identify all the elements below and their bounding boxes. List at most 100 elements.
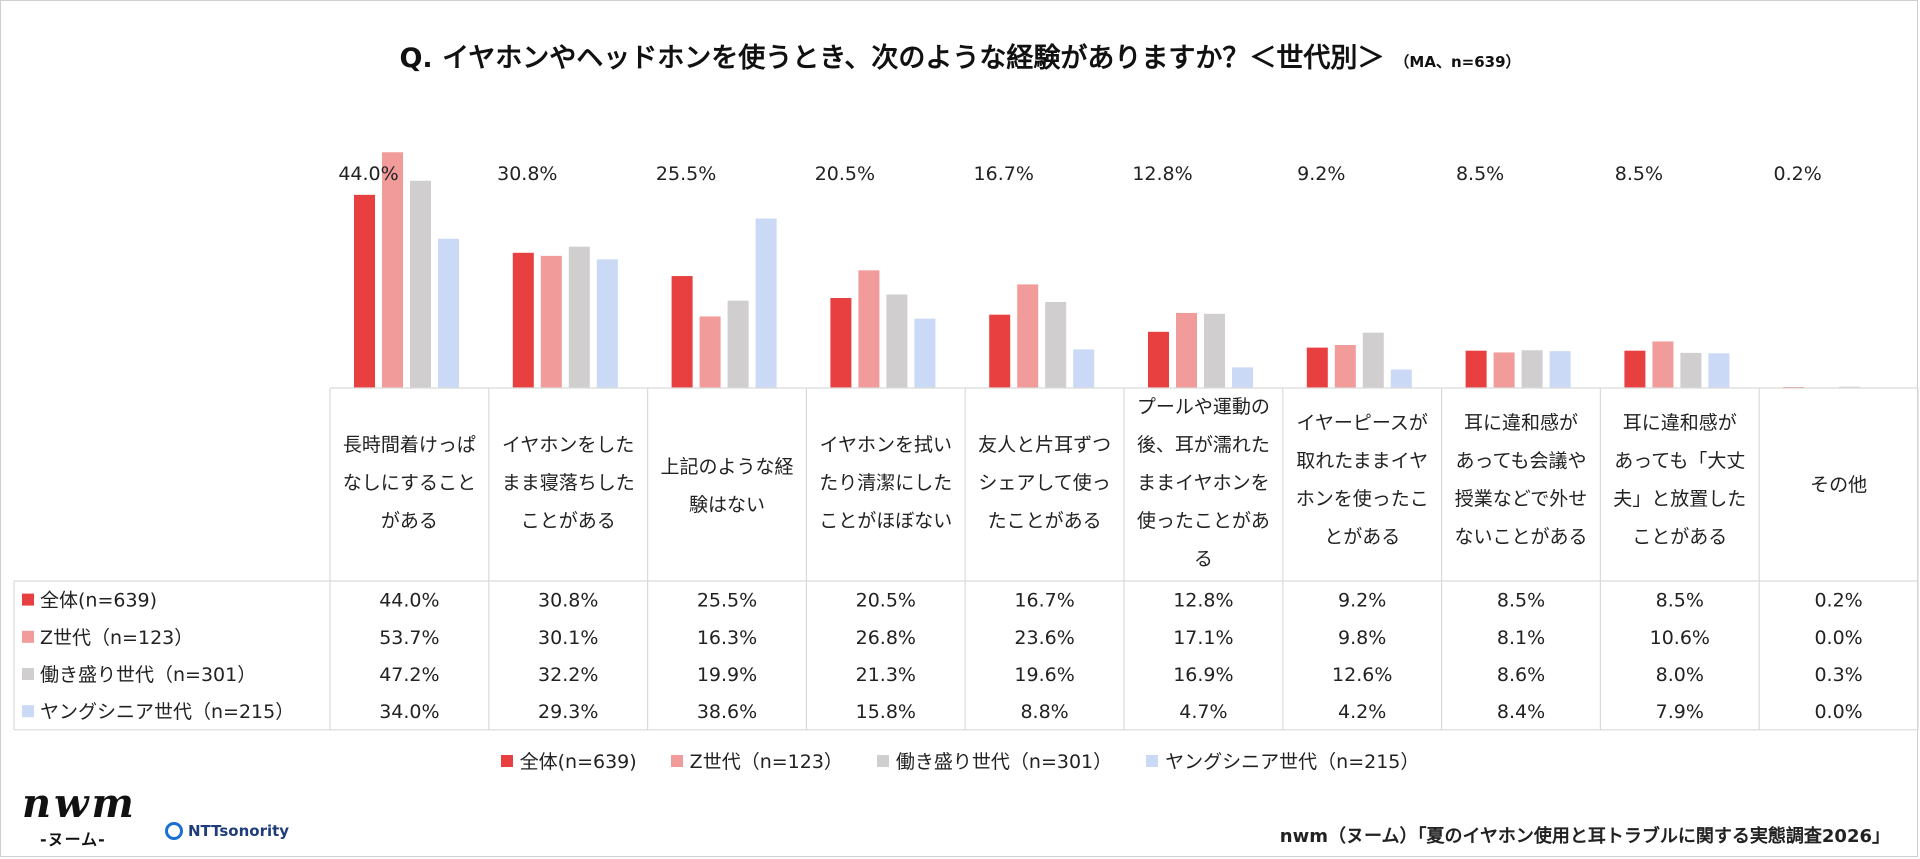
category-label-5-line-2: シェアして使っ <box>978 472 1110 494</box>
bar-2-9 <box>1652 341 1674 388</box>
table-cell-2-10: 0.0% <box>1814 627 1862 649</box>
data-label-3: 25.5% <box>656 163 716 185</box>
table-cell-2-8: 8.1% <box>1497 627 1545 649</box>
category-label-6-line-2: 後、耳が濡れた <box>1137 434 1270 456</box>
bar-4-8 <box>1549 351 1571 388</box>
table-cell-2-2: 30.1% <box>538 627 598 649</box>
bar-3-3 <box>727 300 749 388</box>
table-cell-1-9: 8.5% <box>1656 590 1704 612</box>
table-cell-3-7: 12.6% <box>1332 664 1392 686</box>
table-row-label-4: ヤングシニア世代（n=215） <box>40 701 294 723</box>
table-cell-2-7: 9.8% <box>1338 627 1386 649</box>
category-label-6-line-1: プールや運動の <box>1137 396 1270 418</box>
table-cell-3-3: 19.9% <box>697 664 757 686</box>
bar-4-6 <box>1232 367 1253 388</box>
legend-label-3: 働き盛り世代（n=301） <box>895 751 1113 773</box>
bar-2-6 <box>1176 312 1197 388</box>
category-label-3-line-1: 上記のような経 <box>660 456 793 478</box>
table-cell-1-6: 12.8% <box>1173 590 1233 612</box>
bar-1-1 <box>354 194 375 388</box>
category-label-8-line-1: 耳に違和感が <box>1464 412 1578 434</box>
bar-chart: 44.0% 30.8% 25.5% 20.5% 16.7% 12.8% 9.2% 8.5% 8.… <box>13 152 1919 731</box>
category-label-9-line-3: 夫」と放置した <box>1613 488 1746 510</box>
category-label-8-line-3: 授業などで外せ <box>1455 488 1588 510</box>
category-label-7-line-2: 取れたままイヤ <box>1296 450 1428 472</box>
category-label-4-line-2: たり清潔にした <box>819 472 952 494</box>
bar-1-9 <box>1624 350 1646 388</box>
data-label-4: 20.5% <box>815 163 875 185</box>
table-legend-swatch-3 <box>22 668 34 680</box>
category-label-1-line-3: がある <box>381 510 438 532</box>
bar-1-4 <box>830 298 852 388</box>
table-cell-1-8: 8.5% <box>1497 590 1545 612</box>
table-cell-1-5: 16.7% <box>1014 590 1074 612</box>
category-label-6-line-3: ままイヤホンを <box>1137 472 1269 494</box>
category-label-10-line-1: その他 <box>1810 474 1867 496</box>
table-cell-3-5: 19.6% <box>1014 664 1074 686</box>
table-cell-3-4: 21.3% <box>856 664 916 686</box>
table-row-label-3: 働き盛り世代（n=301） <box>40 664 256 686</box>
chart-title: Q. イヤホンやヘッドホンを使うとき、次のような経験がありますか？＜世代別＞ <box>399 43 1385 74</box>
table-cell-1-4: 20.5% <box>856 590 916 612</box>
ntt-sonority-logo-text: NTTsonority <box>188 822 290 840</box>
bar-2-5 <box>1017 284 1039 388</box>
bar-1-8 <box>1465 350 1487 388</box>
category-label-3-line-2: 験はない <box>689 494 765 516</box>
table-cell-1-10: 0.2% <box>1814 590 1862 612</box>
legend-label-4: ヤングシニア世代（n=215） <box>1165 751 1420 773</box>
table-legend-swatch-2 <box>22 630 34 643</box>
bar-4-3 <box>755 218 777 388</box>
table-cell-4-4: 15.8% <box>856 701 916 723</box>
bar-4-2 <box>596 259 618 388</box>
bar-3-7 <box>1362 332 1384 388</box>
data-label-8: 8.5% <box>1456 163 1504 185</box>
table-cell-2-6: 17.1% <box>1173 627 1233 649</box>
bar-3-8 <box>1521 350 1543 388</box>
category-label-8-line-4: ないことがある <box>1454 526 1587 548</box>
bar-4-4 <box>914 318 936 388</box>
category-label-7-line-1: イヤーピースが <box>1296 412 1427 434</box>
bar-4-1 <box>438 238 459 388</box>
bar-3-5 <box>1045 301 1067 388</box>
category-label-2-line-1: イヤホンをした <box>502 434 634 456</box>
category-label-7-line-3: ホンを使ったこ <box>1296 488 1429 510</box>
category-label-9-line-2: あっても「大丈 <box>1614 450 1745 472</box>
data-label-7: 9.2% <box>1297 163 1345 185</box>
nwm-logo-kana: -ヌーム- <box>40 830 106 849</box>
category-label-5-line-1: 友人と片耳ずつ <box>978 434 1111 456</box>
table-cell-4-3: 38.6% <box>697 701 757 723</box>
data-label-9: 8.5% <box>1615 163 1663 185</box>
bar-1-3 <box>671 276 693 388</box>
table-cell-3-2: 32.2% <box>538 664 598 686</box>
table-cell-1-1: 44.0% <box>379 590 439 612</box>
table-cell-4-5: 8.8% <box>1020 701 1068 723</box>
category-label-8-line-2: あっても会議や <box>1455 450 1586 472</box>
legend-item-1: 全体(n=639) <box>500 747 637 774</box>
table-cell-1-3: 25.5% <box>697 590 757 612</box>
bar-3-10 <box>1839 386 1861 388</box>
table-row-label-1: 全体(n=639) <box>40 590 157 612</box>
table-cell-4-6: 4.7% <box>1179 701 1227 723</box>
bar-3-1 <box>410 180 431 388</box>
category-label-4-line-1: イヤホンを拭い <box>820 434 952 456</box>
legend-swatch-2 <box>670 754 683 767</box>
bar-4-9 <box>1708 353 1730 388</box>
bar-3-4 <box>886 294 908 388</box>
bar-4-7 <box>1390 369 1412 388</box>
category-label-1-line-1: 長時間着けっぱ <box>343 434 476 456</box>
category-label-7-line-4: とがある <box>1324 526 1400 548</box>
table-cell-2-9: 10.6% <box>1650 627 1710 649</box>
table-cell-4-10: 0.0% <box>1814 701 1862 723</box>
category-label-6-line-5: る <box>1194 548 1213 570</box>
table-cell-3-8: 8.6% <box>1497 664 1545 686</box>
category-label-2-line-2: まま寝落ちした <box>502 472 635 494</box>
category-label-5-line-3: たことがある <box>988 510 1102 532</box>
table-cell-2-1: 53.7% <box>379 627 439 649</box>
legend-item-4: ヤングシニア世代（n=215） <box>1146 747 1419 774</box>
bar-2-7 <box>1334 344 1356 388</box>
bar-3-6 <box>1204 313 1225 388</box>
table-cell-1-7: 9.2% <box>1338 590 1386 612</box>
table-cell-3-9: 8.0% <box>1656 664 1704 686</box>
bar-1-2 <box>512 252 534 388</box>
bar-1-6 <box>1148 331 1169 388</box>
